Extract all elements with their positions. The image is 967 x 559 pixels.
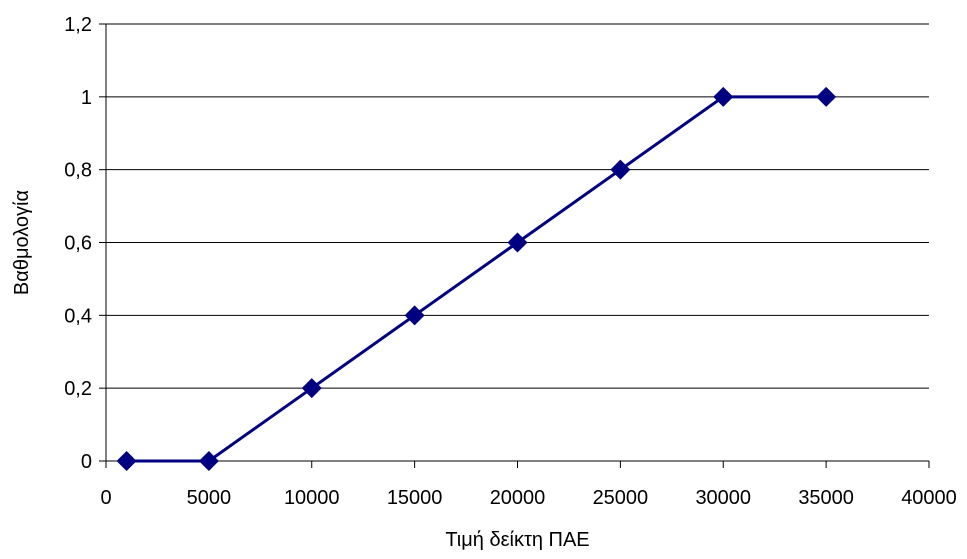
x-tick-label-1: 5000 [187, 487, 232, 509]
x-axis-title: Τιμή δείκτη ΠΑΕ [445, 529, 589, 551]
x-tick-label-5: 25000 [593, 487, 649, 509]
y-tick-label-3: 0,6 [64, 233, 92, 255]
gridlines [106, 23, 929, 389]
y-axis-ticks: 0 0,2 0,4 0,6 0,8 1 1,2 [64, 14, 106, 473]
y-tick-label-5: 1 [81, 87, 92, 109]
data-point-2 [301, 378, 322, 399]
x-tick-label-6: 30000 [695, 487, 751, 509]
data-point-5 [610, 159, 631, 180]
data-point-0 [116, 451, 137, 471]
data-point-4 [507, 232, 528, 253]
data-point-1 [198, 451, 219, 471]
x-axis-ticks: 0 5000 10000 15000 20000 25000 30000 35000 40000 [100, 461, 957, 509]
y-axis-title: Βαθμολογία [11, 190, 33, 295]
data-point-7 [816, 86, 837, 107]
y-tick-label-4: 0,8 [64, 160, 92, 182]
series-layer [116, 86, 837, 471]
y-tick-label-0: 0 [81, 451, 92, 473]
x-tick-label-0: 0 [100, 487, 111, 509]
y-tick-label-6: 1,2 [64, 14, 92, 36]
x-tick-label-7: 35000 [798, 487, 854, 509]
y-tick-label-1: 0,2 [64, 378, 92, 400]
x-tick-label-4: 20000 [490, 487, 546, 509]
data-point-6 [713, 86, 734, 107]
data-point-3 [404, 305, 425, 326]
y-tick-label-2: 0,4 [64, 305, 92, 327]
series-line-0 [126, 95, 827, 463]
x-tick-label-3: 15000 [387, 487, 443, 509]
x-tick-label-8: 40000 [901, 487, 957, 509]
x-tick-label-2: 10000 [284, 487, 340, 509]
